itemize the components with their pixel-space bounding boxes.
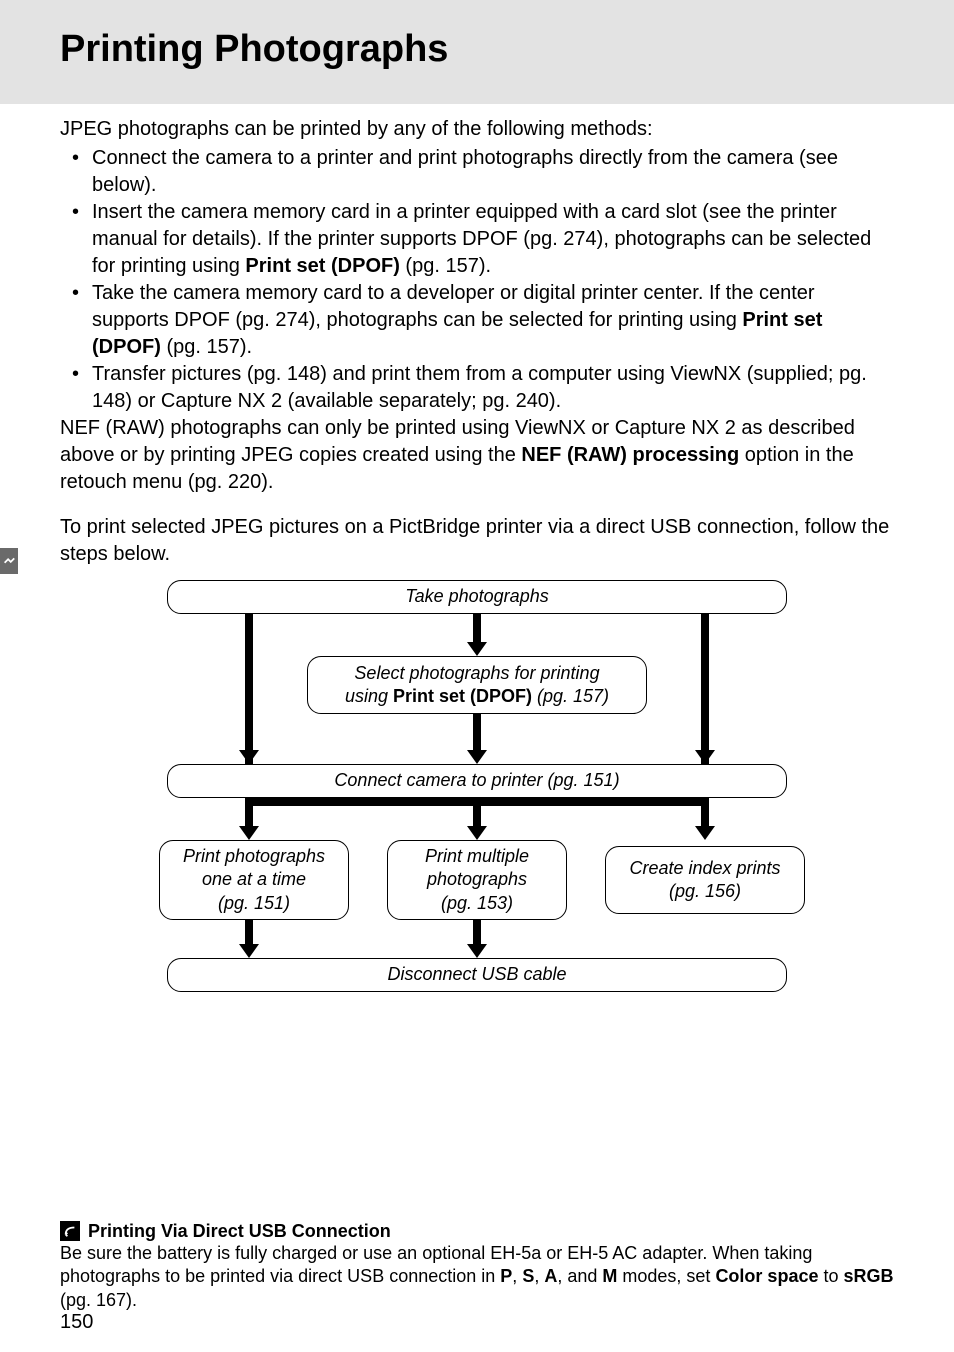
flow-arrow bbox=[473, 798, 481, 828]
header-area: Printing Photographs bbox=[0, 0, 954, 104]
nef-bold: NEF (RAW) processing bbox=[521, 444, 739, 466]
flow-node-disconnect: Disconnect USB cable bbox=[167, 958, 787, 992]
note-text: , and bbox=[557, 1266, 602, 1286]
flow-arrow bbox=[473, 714, 481, 750]
color-space-bold: Color space bbox=[715, 1266, 818, 1286]
flow-arrowhead bbox=[467, 642, 487, 656]
flow-node-connect: Connect camera to printer (pg. 151) bbox=[167, 764, 787, 798]
flow-arrowhead bbox=[695, 826, 715, 840]
bullet-text: Take the camera memory card to a develop… bbox=[92, 282, 815, 331]
mode-p: P bbox=[500, 1266, 512, 1286]
note-block: Printing Via Direct USB Connection Be su… bbox=[60, 1221, 894, 1312]
note-body: Be sure the battery is fully charged or … bbox=[60, 1242, 894, 1312]
note-text: , bbox=[534, 1266, 544, 1286]
flow-arrowhead bbox=[467, 826, 487, 840]
flow-label: Print multiple bbox=[425, 845, 529, 868]
flow-label: one at a time bbox=[202, 868, 306, 891]
intro-text: JPEG photographs can be printed by any o… bbox=[60, 116, 894, 143]
method-bullet-list: Connect the camera to a printer and prin… bbox=[60, 145, 894, 415]
bullet-item: Insert the camera memory card in a print… bbox=[78, 199, 894, 280]
flow-arrowhead bbox=[239, 944, 259, 958]
flow-label: (pg. 151) bbox=[218, 892, 290, 915]
bullet-item: Transfer pictures (pg. 148) and print th… bbox=[78, 361, 894, 415]
flow-arrow bbox=[245, 614, 253, 764]
flow-arrow bbox=[701, 798, 709, 828]
flow-node-print-multi: Print multiple photographs (pg. 153) bbox=[387, 840, 567, 920]
flow-label-text: using bbox=[345, 686, 393, 706]
flow-node-print-one: Print photographs one at a time (pg. 151… bbox=[159, 840, 349, 920]
flow-arrow bbox=[701, 614, 709, 764]
pictbridge-paragraph: To print selected JPEG pictures on a Pic… bbox=[60, 514, 894, 568]
note-title: Printing Via Direct USB Connection bbox=[88, 1221, 391, 1242]
flow-arrow bbox=[473, 614, 481, 642]
page-title: Printing Photographs bbox=[60, 28, 894, 71]
page-number: 150 bbox=[60, 1311, 93, 1334]
bullet-text: Transfer pictures (pg. 148) and print th… bbox=[92, 363, 867, 412]
mode-a: A bbox=[544, 1266, 557, 1286]
flow-label: (pg. 156) bbox=[669, 880, 741, 903]
bullet-bold: Print set (DPOF) bbox=[245, 255, 399, 277]
flow-node-index-prints: Create index prints (pg. 156) bbox=[605, 846, 805, 914]
flow-label-bold: Print set (DPOF) bbox=[393, 686, 532, 706]
content-area: JPEG photographs can be printed by any o… bbox=[0, 104, 954, 1000]
bullet-text: (pg. 157). bbox=[400, 255, 491, 277]
flow-label: Connect camera to printer (pg. 151) bbox=[334, 769, 619, 792]
note-text: to bbox=[818, 1266, 843, 1286]
mode-m: M bbox=[602, 1266, 617, 1286]
bullet-item: Take the camera memory card to a develop… bbox=[78, 280, 894, 361]
flow-label: using Print set (DPOF) (pg. 157) bbox=[345, 685, 609, 708]
section-tab-icon bbox=[0, 548, 18, 574]
nef-paragraph: NEF (RAW) photographs can only be printe… bbox=[60, 415, 894, 496]
mode-s: S bbox=[522, 1266, 534, 1286]
note-text: modes, set bbox=[617, 1266, 715, 1286]
flow-arrowhead bbox=[467, 944, 487, 958]
connection-icon bbox=[2, 554, 16, 568]
flow-label: photographs bbox=[427, 868, 527, 891]
flow-label-text: (pg. 157) bbox=[532, 686, 609, 706]
bullet-text: (pg. 157). bbox=[161, 336, 252, 358]
note-text: , bbox=[512, 1266, 522, 1286]
flow-arrow bbox=[245, 798, 253, 828]
flowchart: Take photographs Select photographs for … bbox=[97, 580, 857, 1000]
flow-label: Take photographs bbox=[405, 585, 548, 608]
flow-label: Disconnect USB cable bbox=[387, 963, 566, 986]
flow-arrowhead bbox=[467, 750, 487, 764]
note-title-row: Printing Via Direct USB Connection bbox=[60, 1221, 894, 1242]
flow-label: Print photographs bbox=[183, 845, 325, 868]
flow-node-select-dpof: Select photographs for printing using Pr… bbox=[307, 656, 647, 714]
bullet-text: Connect the camera to a printer and prin… bbox=[92, 147, 838, 196]
flow-arrowhead bbox=[239, 826, 259, 840]
flow-arrowhead bbox=[695, 750, 715, 764]
flow-arrow bbox=[245, 920, 253, 946]
flow-arrowhead bbox=[239, 750, 259, 764]
note-text: (pg. 167). bbox=[60, 1290, 137, 1310]
srgb-bold: sRGB bbox=[844, 1266, 894, 1286]
note-icon bbox=[60, 1221, 80, 1241]
flow-label: Create index prints bbox=[629, 857, 780, 880]
flow-node-take: Take photographs bbox=[167, 580, 787, 614]
flow-arrow bbox=[473, 920, 481, 946]
flow-label: (pg. 153) bbox=[441, 892, 513, 915]
flow-label: Select photographs for printing bbox=[354, 662, 599, 685]
bullet-item: Connect the camera to a printer and prin… bbox=[78, 145, 894, 199]
